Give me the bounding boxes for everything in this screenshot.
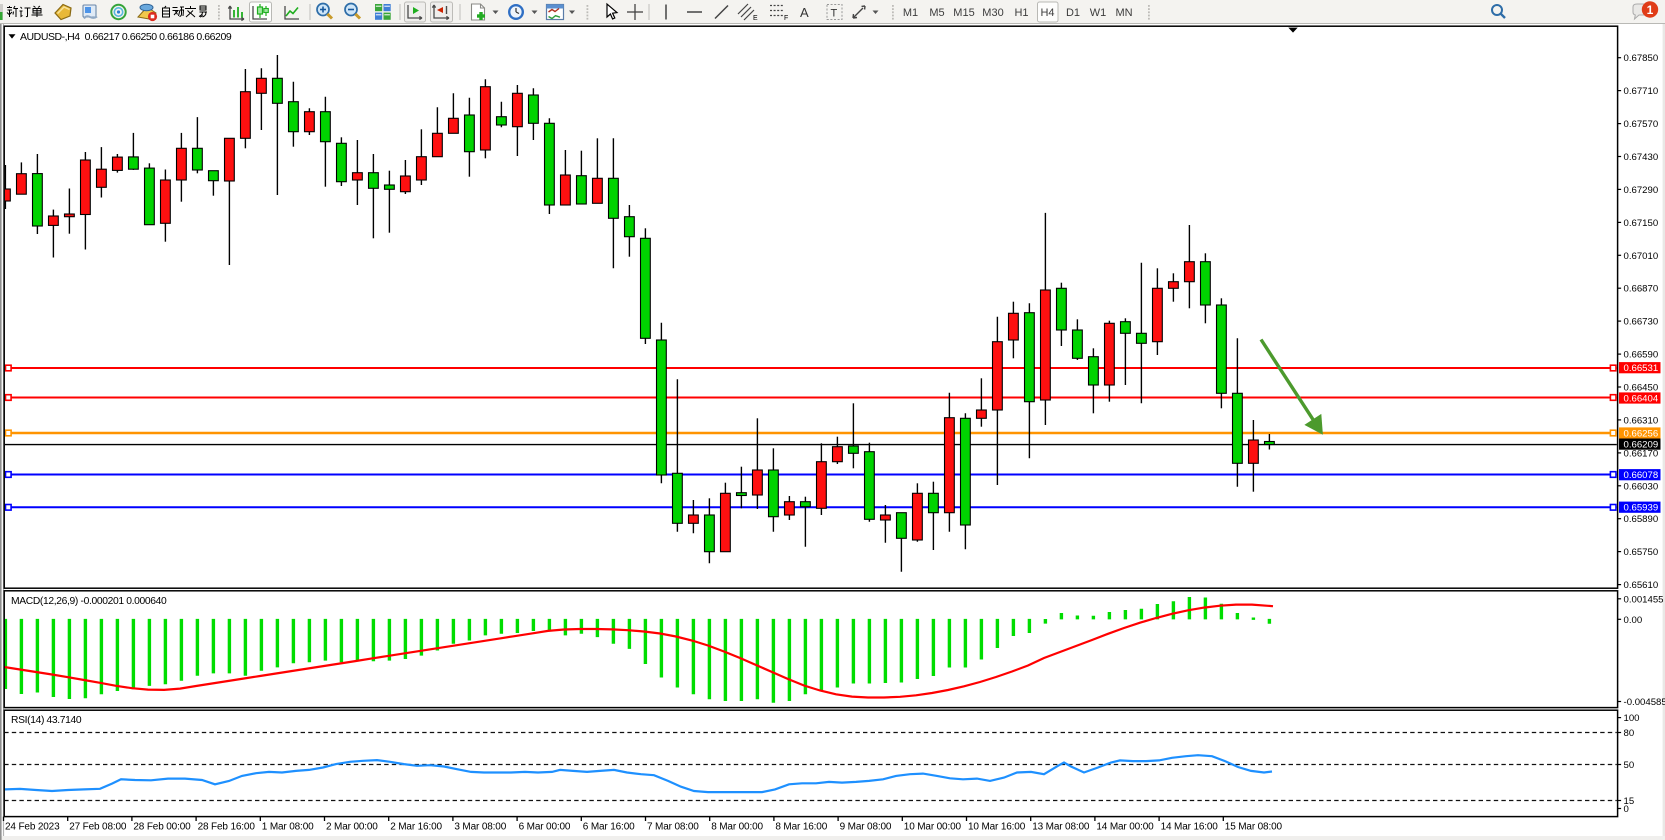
svg-text:10 Mar 16:00: 10 Mar 16:00 [968, 822, 1026, 833]
svg-text:MACD(12,26,9) -0.000201 0.0006: MACD(12,26,9) -0.000201 0.000640 [11, 596, 167, 607]
svg-text:7 Mar 08:00: 7 Mar 08:00 [647, 822, 699, 833]
svg-text:A: A [800, 5, 809, 20]
svg-text:0: 0 [1624, 804, 1629, 815]
svg-text:1: 1 [1647, 3, 1654, 17]
svg-text:M1: M1 [903, 7, 918, 19]
svg-text:100: 100 [1624, 713, 1640, 724]
svg-text:14 Mar 16:00: 14 Mar 16:00 [1161, 822, 1219, 833]
svg-text:W1: W1 [1090, 7, 1107, 19]
svg-text:10 Mar 00:00: 10 Mar 00:00 [904, 822, 962, 833]
svg-text:1 Mar 08:00: 1 Mar 08:00 [262, 822, 314, 833]
svg-text:0.66078: 0.66078 [1624, 470, 1659, 481]
svg-text:0.66590: 0.66590 [1624, 350, 1659, 361]
svg-text:0.00: 0.00 [1624, 615, 1643, 626]
svg-text:3 Mar 08:00: 3 Mar 08:00 [454, 822, 506, 833]
svg-text:80: 80 [1624, 728, 1635, 739]
svg-text:0.67290: 0.67290 [1624, 185, 1659, 196]
svg-text:0.66170: 0.66170 [1624, 448, 1659, 459]
svg-text:15 Mar 08:00: 15 Mar 08:00 [1225, 822, 1283, 833]
svg-text:MN: MN [1115, 7, 1132, 19]
svg-text:0.66310: 0.66310 [1624, 415, 1659, 426]
svg-text:0.66030: 0.66030 [1624, 481, 1659, 492]
svg-text:-0.004585: -0.004585 [1624, 697, 1665, 708]
svg-text:AUDUSD-,H4 0.66217 0.66250 0.: AUDUSD-,H4 0.66217 0.66250 0.66186 0.662… [20, 31, 232, 43]
svg-text:0.65610: 0.65610 [1624, 580, 1659, 591]
svg-text:0.66450: 0.66450 [1624, 383, 1659, 394]
svg-text:8 Mar 16:00: 8 Mar 16:00 [775, 822, 827, 833]
svg-text:6 Mar 16:00: 6 Mar 16:00 [583, 822, 635, 833]
svg-text:0.66209: 0.66209 [1624, 440, 1659, 451]
svg-text:24 Feb 2023: 24 Feb 2023 [5, 822, 60, 833]
svg-text:F: F [784, 15, 788, 22]
svg-text:28 Feb 00:00: 28 Feb 00:00 [133, 822, 191, 833]
svg-text:0.66870: 0.66870 [1624, 284, 1659, 295]
svg-text:M30: M30 [982, 7, 1003, 19]
svg-text:T: T [831, 8, 838, 20]
svg-text:M5: M5 [929, 7, 944, 19]
svg-text:0.67850: 0.67850 [1624, 53, 1659, 64]
svg-text:0.001455: 0.001455 [1624, 594, 1664, 605]
svg-text:8 Mar 00:00: 8 Mar 00:00 [711, 822, 763, 833]
svg-text:0.67570: 0.67570 [1624, 119, 1659, 130]
svg-text:0.65890: 0.65890 [1624, 514, 1659, 525]
svg-text:28 Feb 16:00: 28 Feb 16:00 [198, 822, 256, 833]
svg-text:13 Mar 08:00: 13 Mar 08:00 [1032, 822, 1090, 833]
svg-text:RSI(14) 43.7140: RSI(14) 43.7140 [11, 715, 82, 726]
svg-text:9 Mar 08:00: 9 Mar 08:00 [840, 822, 892, 833]
svg-text:6 Mar 00:00: 6 Mar 00:00 [519, 822, 571, 833]
svg-text:0.67150: 0.67150 [1624, 218, 1659, 229]
svg-text:0.67010: 0.67010 [1624, 251, 1659, 262]
svg-text:M15: M15 [953, 7, 974, 19]
svg-text:0.67430: 0.67430 [1624, 152, 1659, 163]
svg-text:0.66531: 0.66531 [1624, 363, 1659, 374]
svg-text:14 Mar 00:00: 14 Mar 00:00 [1096, 822, 1154, 833]
svg-text:15: 15 [1624, 796, 1635, 807]
svg-text:D1: D1 [1066, 7, 1080, 19]
svg-text:H4: H4 [1040, 7, 1054, 19]
svg-text:H1: H1 [1014, 7, 1028, 19]
svg-text:0.67710: 0.67710 [1624, 86, 1659, 97]
svg-text:0.66730: 0.66730 [1624, 317, 1659, 328]
svg-text:0.65939: 0.65939 [1624, 503, 1659, 514]
svg-text:E: E [753, 15, 758, 22]
svg-text:27 Feb 08:00: 27 Feb 08:00 [69, 822, 127, 833]
svg-text:2 Mar 16:00: 2 Mar 16:00 [390, 822, 442, 833]
svg-text:0.65750: 0.65750 [1624, 547, 1659, 558]
svg-text:2 Mar 00:00: 2 Mar 00:00 [326, 822, 378, 833]
svg-text:0.66256: 0.66256 [1624, 429, 1659, 440]
svg-text:50: 50 [1624, 760, 1635, 771]
svg-text:0.66404: 0.66404 [1624, 394, 1659, 405]
